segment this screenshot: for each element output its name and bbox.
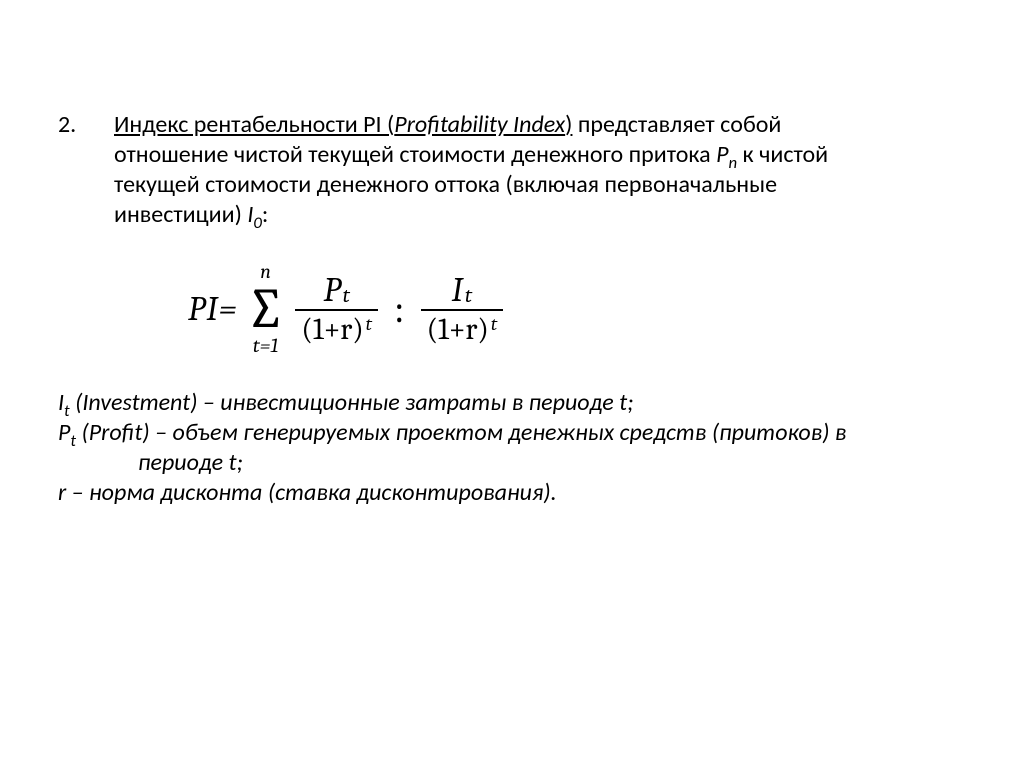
frac1-den: (1+r) t [295,311,378,346]
frac2-num-sub: t [463,274,472,307]
def-It-text: (Investment) – инвестиционные затраты в … [70,388,634,417]
frac1-den-sup: t [364,315,372,346]
item-number: 2. [58,110,114,140]
def-r: r – норма дисконта (ставка дисконтирован… [58,478,964,508]
intro-line4b: : [262,200,268,229]
frac2-den-base: (1+r) [427,315,489,345]
frac2-den-sup: t [489,315,497,346]
frac1-num-base: P [324,273,341,307]
def-Pt-text: (Profit) – объем генерируемых проектом д… [76,418,846,447]
fraction-1: P t (1+r) t [289,273,384,346]
var-Pn-base: P [716,140,728,169]
def-Pt-cont: периоде t; [58,448,964,478]
frac1-num-sub: t [341,274,350,307]
intro-line4a: инвестиции) [114,200,247,229]
term-text-1: Индекс рентабельности PI ( [114,110,394,139]
intro-line2a: отношение чистой текущей стоимости денеж… [114,140,716,169]
term-underlined: Индекс рентабельности PI (Profitability … [114,110,572,139]
var-Pn: Pn [716,140,737,169]
definitions: It (Investment) – инвестиционные затраты… [58,388,964,508]
slide: 2. Индекс рентабельности PI (Profitabili… [0,0,1024,768]
def-It: It (Investment) – инвестиционные затраты… [58,388,964,418]
frac1-den-base: (1+r) [301,315,363,345]
frac1-num: P t [318,273,356,309]
formula-pi: PI= [188,292,242,326]
intro-rest1: представляет собой [572,110,781,139]
intro-line3: текущей стоимости денежного оттока (вклю… [114,170,777,199]
term-italic: Profitability Index [394,110,565,139]
var-I0: I0 [247,200,262,229]
item-body: Индекс рентабельности PI (Profitability … [114,110,964,230]
formula: PI= n ∑ t=1 P t (1+r) t : I [188,260,964,358]
frac2-num-base: I [452,273,463,307]
formula-colon: : [384,289,415,329]
def-Pt-text2: периоде t; [138,448,243,477]
frac2-den: (1+r) t [421,311,504,346]
var-I0-sub: 0 [253,212,262,233]
def-Pt: Pt (Profit) – объем генерируемых проекто… [58,418,964,448]
sigma-lower: t=1 [253,334,278,358]
formula-pi-text: PI [188,289,219,329]
fraction-2: I t (1+r) t [415,273,510,346]
formula-row: PI= n ∑ t=1 P t (1+r) t : I [188,260,964,358]
sigma-symbol: ∑ [246,284,286,334]
frac2-num: I t [446,273,478,309]
intro-line2b: к чистой [737,140,828,169]
sigma: n ∑ t=1 [242,260,290,358]
def-Pt-sym: P [58,418,70,447]
list-item-2: 2. Индекс рентабельности PI (Profitabili… [58,110,964,230]
def-r-text: r – норма дисконта (ставка дисконтирован… [58,478,557,507]
formula-eq: = [219,289,238,329]
